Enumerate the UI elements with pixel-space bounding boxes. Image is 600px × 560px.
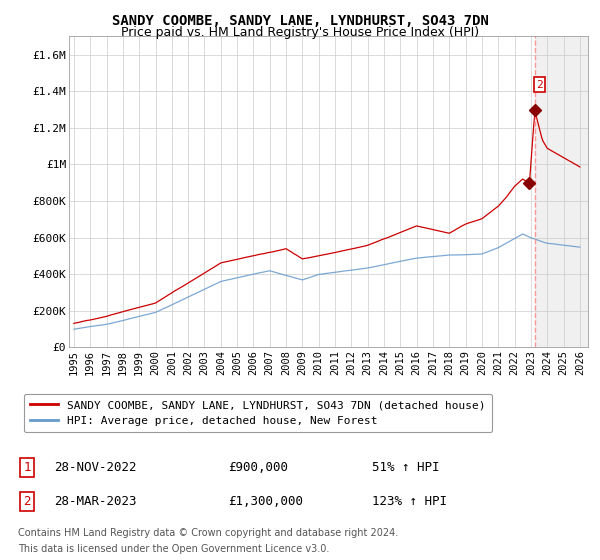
Text: Contains HM Land Registry data © Crown copyright and database right 2024.: Contains HM Land Registry data © Crown c… [18,528,398,538]
Text: 1: 1 [23,461,31,474]
Text: 123% ↑ HPI: 123% ↑ HPI [372,494,447,508]
Text: 28-NOV-2022: 28-NOV-2022 [54,461,137,474]
Text: 2: 2 [23,494,31,508]
Text: £1,300,000: £1,300,000 [228,494,303,508]
Bar [535,36,596,347]
Text: 2: 2 [536,80,543,90]
Text: SANDY COOMBE, SANDY LANE, LYNDHURST, SO43 7DN: SANDY COOMBE, SANDY LANE, LYNDHURST, SO4… [112,14,488,28]
Bar [535,36,596,347]
Text: £900,000: £900,000 [228,461,288,474]
Legend: SANDY COOMBE, SANDY LANE, LYNDHURST, SO43 7DN (detached house), HPI: Average pri: SANDY COOMBE, SANDY LANE, LYNDHURST, SO4… [23,394,492,432]
Text: This data is licensed under the Open Government Licence v3.0.: This data is licensed under the Open Gov… [18,544,329,554]
Text: Price paid vs. HM Land Registry's House Price Index (HPI): Price paid vs. HM Land Registry's House … [121,26,479,39]
Text: 28-MAR-2023: 28-MAR-2023 [54,494,137,508]
Text: 51% ↑ HPI: 51% ↑ HPI [372,461,439,474]
